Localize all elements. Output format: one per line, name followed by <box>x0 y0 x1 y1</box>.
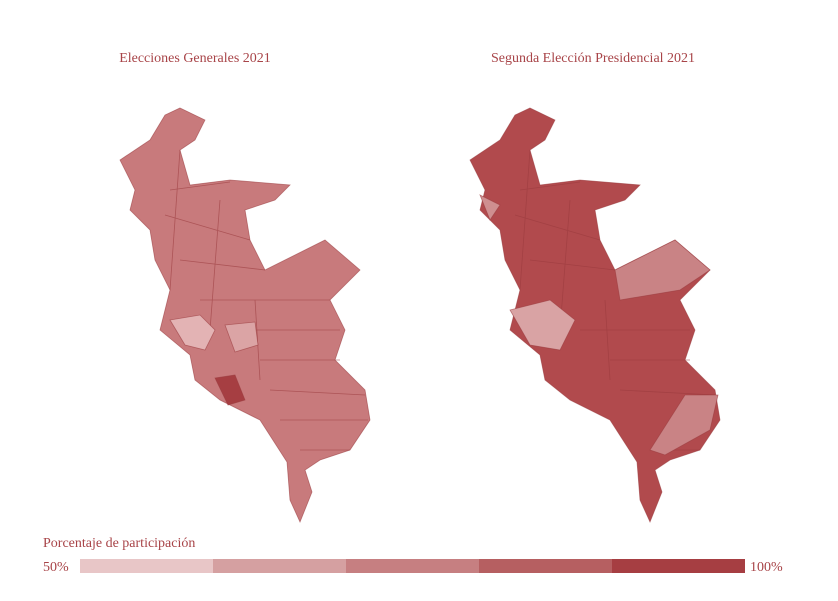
legend-swatch <box>479 559 612 573</box>
legend-title: Porcentaje de participación <box>43 536 195 551</box>
legend-swatch <box>346 559 479 573</box>
legend-swatch <box>612 559 745 573</box>
legend-max: 100% <box>750 560 783 575</box>
map-title: Segunda Elección Presidencial 2021 <box>491 51 695 66</box>
legend-swatch <box>80 559 213 573</box>
legend-bar <box>80 559 745 573</box>
legend-swatch <box>213 559 346 573</box>
map-left <box>119 107 371 523</box>
map-right <box>469 107 721 523</box>
map-title: Elecciones Generales 2021 <box>119 51 271 66</box>
legend-min: 50% <box>43 560 69 575</box>
